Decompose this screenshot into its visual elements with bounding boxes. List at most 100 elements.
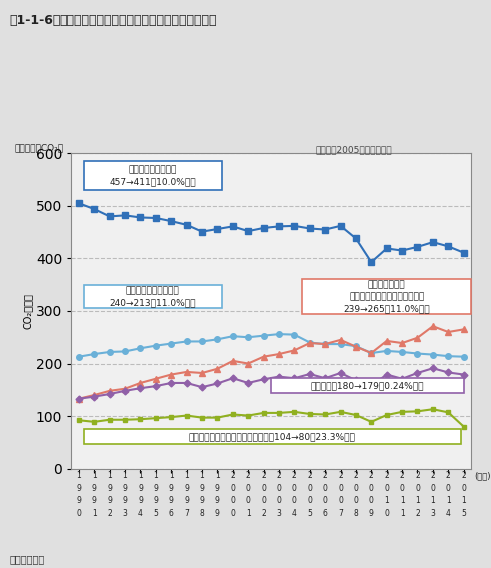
Y-axis label: CO₂排出量: CO₂排出量	[23, 293, 33, 329]
Text: 2: 2	[400, 471, 405, 481]
Text: 2: 2	[108, 509, 112, 518]
Text: 9: 9	[184, 496, 189, 506]
Text: 1: 1	[123, 471, 128, 481]
Text: 資料：環境省: 資料：環境省	[10, 554, 45, 565]
FancyBboxPatch shape	[83, 429, 461, 444]
Text: 1: 1	[246, 509, 250, 518]
Text: 9: 9	[215, 496, 220, 506]
Text: 0: 0	[354, 496, 358, 506]
Text: 2: 2	[415, 509, 420, 518]
Text: 9: 9	[107, 484, 112, 493]
Text: 9: 9	[153, 484, 158, 493]
Text: 8: 8	[354, 509, 358, 518]
Text: 7: 7	[184, 509, 189, 518]
Text: 1: 1	[138, 471, 143, 481]
Text: 0: 0	[261, 484, 266, 493]
Text: 0: 0	[384, 484, 389, 493]
Text: 1: 1	[154, 471, 158, 481]
Text: 0: 0	[292, 496, 297, 506]
Text: 2: 2	[431, 471, 435, 481]
Text: 9: 9	[77, 484, 82, 493]
Text: 2: 2	[461, 471, 466, 481]
Text: 0: 0	[461, 484, 466, 493]
Text: 1: 1	[92, 471, 97, 481]
Text: 4: 4	[138, 509, 143, 518]
Text: 2: 2	[446, 471, 451, 481]
Text: 2: 2	[292, 471, 297, 481]
Text: （百万トンCO₂）: （百万トンCO₂）	[15, 144, 64, 153]
Text: 0: 0	[323, 496, 327, 506]
Text: 1: 1	[215, 471, 220, 481]
Text: (年度): (年度)	[474, 471, 491, 481]
Text: 2: 2	[261, 471, 266, 481]
Text: 家庭部門　180→179（0.24%減）: 家庭部門 180→179（0.24%減）	[311, 381, 424, 390]
Text: 3: 3	[431, 509, 436, 518]
Text: 0: 0	[338, 484, 343, 493]
Text: （　）は2005年度比増減率: （ ）は2005年度比増減率	[315, 145, 392, 154]
Text: 図1-1-6: 図1-1-6	[10, 14, 61, 27]
Text: 0: 0	[338, 496, 343, 506]
Text: 0: 0	[415, 484, 420, 493]
Text: 9: 9	[92, 484, 97, 493]
Text: 業務その他部門
（商業・サービス・事業所等）
239→265（11.0%増）: 業務その他部門 （商業・サービス・事業所等） 239→265（11.0%増）	[343, 280, 430, 313]
Text: 1: 1	[446, 496, 451, 506]
Text: 0: 0	[384, 509, 389, 518]
Text: 0: 0	[307, 484, 312, 493]
Text: 9: 9	[369, 509, 374, 518]
Text: 9: 9	[77, 496, 82, 506]
Text: 産業部門（工場等）
457→411（10.0%減）: 産業部門（工場等） 457→411（10.0%減）	[109, 165, 196, 186]
Text: 0: 0	[307, 496, 312, 506]
Text: 部門別エネルギー起源二酸化炭素排出量の推移: 部門別エネルギー起源二酸化炭素排出量の推移	[59, 14, 217, 27]
Text: 1: 1	[461, 496, 466, 506]
Text: 2: 2	[246, 471, 250, 481]
FancyBboxPatch shape	[83, 161, 222, 190]
FancyBboxPatch shape	[302, 279, 471, 314]
Text: 0: 0	[77, 509, 82, 518]
Text: 1: 1	[184, 471, 189, 481]
Text: 0: 0	[261, 496, 266, 506]
Text: 0: 0	[276, 484, 281, 493]
Text: 1: 1	[400, 509, 405, 518]
Text: 2: 2	[415, 471, 420, 481]
Text: 5: 5	[461, 509, 466, 518]
Text: 4: 4	[446, 509, 451, 518]
Text: 0: 0	[246, 496, 250, 506]
Text: 1: 1	[108, 471, 112, 481]
Text: 2: 2	[369, 471, 374, 481]
Text: 運輸部門（自動車等）
240→213（11.0%減）: 運輸部門（自動車等） 240→213（11.0%減）	[109, 286, 196, 307]
Text: 1: 1	[400, 496, 405, 506]
Text: 0: 0	[431, 484, 436, 493]
Text: 0: 0	[230, 484, 235, 493]
Text: 8: 8	[200, 509, 204, 518]
Text: 1: 1	[92, 509, 97, 518]
Text: 0: 0	[354, 484, 358, 493]
Text: 9: 9	[123, 484, 128, 493]
Text: 2: 2	[384, 471, 389, 481]
Text: 2: 2	[323, 471, 327, 481]
Text: 2: 2	[307, 471, 312, 481]
Text: 9: 9	[215, 484, 220, 493]
Text: 0: 0	[276, 496, 281, 506]
Text: 0: 0	[446, 484, 451, 493]
Text: 4: 4	[292, 509, 297, 518]
Text: 0: 0	[400, 484, 405, 493]
Text: 9: 9	[153, 496, 158, 506]
Text: 0: 0	[323, 484, 327, 493]
Text: 2: 2	[230, 471, 235, 481]
Text: 2: 2	[276, 471, 281, 481]
Text: 0: 0	[369, 484, 374, 493]
Text: 9: 9	[138, 496, 143, 506]
Text: 9: 9	[184, 484, 189, 493]
Text: 0: 0	[230, 496, 235, 506]
Text: 0: 0	[292, 484, 297, 493]
Text: 0: 0	[369, 496, 374, 506]
Text: 9: 9	[199, 484, 204, 493]
Text: 9: 9	[169, 484, 174, 493]
Text: 9: 9	[215, 509, 220, 518]
Text: 2: 2	[261, 509, 266, 518]
Text: 1: 1	[415, 496, 420, 506]
Text: 9: 9	[123, 496, 128, 506]
FancyBboxPatch shape	[271, 378, 464, 394]
Text: 5: 5	[153, 509, 158, 518]
Text: 9: 9	[138, 484, 143, 493]
